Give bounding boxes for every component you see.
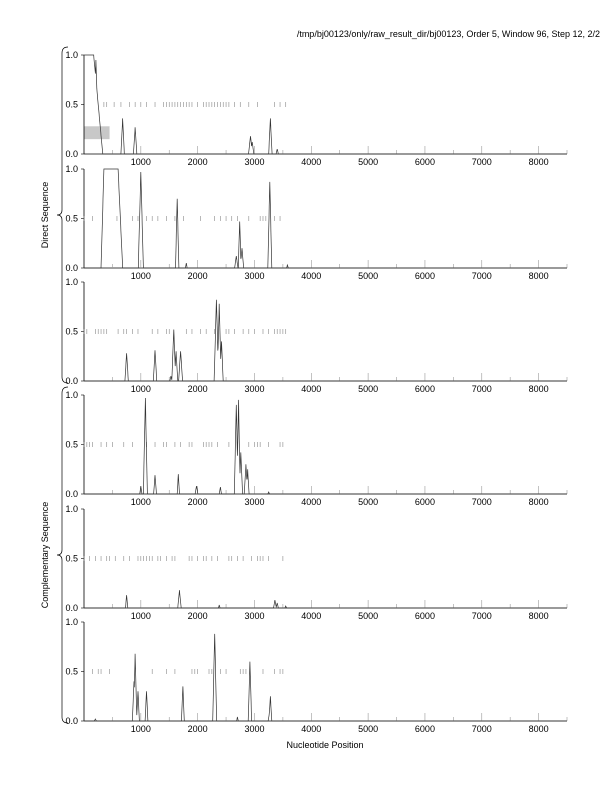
x-tick-label: 6000	[415, 724, 435, 734]
x-tick-label: 6000	[415, 384, 435, 394]
x-tick-label: 2000	[188, 157, 208, 167]
y-tick-label: 1.0	[65, 617, 78, 627]
group-label: Direct Sequence	[40, 182, 50, 249]
y-tick-label: 1.0	[65, 390, 78, 400]
x-tick-label: 1000	[131, 157, 151, 167]
y-tick-label: 0.5	[65, 327, 78, 337]
y-tick-label: 1.0	[65, 164, 78, 174]
x-tick-label: 7000	[472, 271, 492, 281]
x-tick-label: 4000	[301, 611, 321, 621]
x-tick-label: 5000	[358, 611, 378, 621]
y-tick-label: 0.0	[65, 376, 78, 386]
coding-potential-line	[84, 168, 567, 269]
y-tick-label: 0.0	[65, 263, 78, 273]
x-tick-label: 3000	[244, 384, 264, 394]
y-tick-label: 1.0	[65, 50, 78, 60]
y-tick-label: 0.5	[65, 214, 78, 224]
x-tick-label: 2000	[188, 724, 208, 734]
y-tick-label: 1.0	[65, 504, 78, 514]
group-brace	[56, 386, 69, 724]
y-tick-label: 0.5	[65, 667, 78, 677]
x-tick-label: 5000	[358, 497, 378, 507]
y-tick-label: 0.0	[65, 489, 78, 499]
x-tick-label: 5000	[358, 384, 378, 394]
x-tick-label: 6000	[415, 497, 435, 507]
shaded-region	[84, 126, 110, 140]
panel-4: 0.0 0.5 1.0 1000 2000 3000 4000 5000 6000 7000 800…	[65, 390, 568, 507]
y-tick-label: 0.0	[65, 603, 78, 613]
x-tick-label: 4000	[301, 384, 321, 394]
y-tick-label: 0.0	[65, 149, 78, 159]
x-tick-label: 2000	[188, 271, 208, 281]
x-tick-label: 6000	[415, 611, 435, 621]
coding-potential-line	[84, 299, 567, 382]
x-tick-label: 2000	[188, 611, 208, 621]
y-tick-label: 0.5	[65, 100, 78, 110]
x-tick-label: 2000	[188, 384, 208, 394]
x-tick-label: 8000	[529, 724, 549, 734]
x-tick-label: 1000	[131, 497, 151, 507]
y-tick-label: 0.0	[65, 716, 78, 726]
x-tick-label: 4000	[301, 157, 321, 167]
x-tick-label: 4000	[301, 724, 321, 734]
figure-header: /tmp/bj00123/only/raw_result_dir/bj00123…	[296, 29, 600, 39]
group-brace	[56, 46, 69, 384]
group-label: Complementary Sequence	[40, 502, 50, 609]
x-tick-label: 8000	[529, 497, 549, 507]
x-tick-label: 7000	[472, 497, 492, 507]
panel-6: 0.0 0.5 1.0 1000 2000 3000 4000 5000 6000 7000 800…	[65, 617, 568, 734]
x-tick-label: 7000	[472, 724, 492, 734]
x-tick-label: 5000	[358, 271, 378, 281]
coding-potential-line	[84, 633, 567, 722]
x-tick-label: 1000	[131, 271, 151, 281]
x-tick-label: 7000	[472, 157, 492, 167]
panel-5: 0.0 0.5 1.0 1000 2000 3000 4000 5000 6000 7000 800…	[65, 504, 568, 621]
coding-potential-line	[84, 590, 567, 609]
y-tick-label: 0.5	[65, 440, 78, 450]
x-tick-label: 1000	[131, 724, 151, 734]
x-tick-label: 5000	[358, 157, 378, 167]
x-tick-label: 2000	[188, 497, 208, 507]
x-tick-label: 4000	[301, 271, 321, 281]
x-tick-label: 8000	[529, 611, 549, 621]
x-tick-label: 8000	[529, 384, 549, 394]
x-axis-label: Nucleotide Position	[286, 740, 364, 750]
x-tick-label: 3000	[244, 157, 264, 167]
x-tick-label: 6000	[415, 271, 435, 281]
x-tick-label: 8000	[529, 271, 549, 281]
x-tick-label: 6000	[415, 157, 435, 167]
x-tick-label: 7000	[472, 384, 492, 394]
x-tick-label: 3000	[244, 724, 264, 734]
x-tick-label: 5000	[358, 724, 378, 734]
x-tick-label: 3000	[244, 497, 264, 507]
x-tick-label: 8000	[529, 157, 549, 167]
x-tick-label: 1000	[131, 384, 151, 394]
y-tick-label: 1.0	[65, 277, 78, 287]
panel-3: 0.0 0.5 1.0 1000 2000 3000 4000 5000 6000 7000 800…	[65, 277, 568, 394]
panel-2: 0.0 0.5 1.0 1000 2000 3000 4000 5000 6000 7000 800…	[65, 164, 568, 281]
y-tick-label: 0.5	[65, 554, 78, 564]
x-tick-label: 3000	[244, 611, 264, 621]
x-tick-label: 3000	[244, 271, 264, 281]
x-tick-label: 1000	[131, 611, 151, 621]
panel-1: 0.0 0.5 1.0 1000 2000 3000 4000 5000 6000 7000 800…	[65, 50, 568, 167]
coding-potential-line	[84, 397, 567, 495]
x-tick-label: 4000	[301, 497, 321, 507]
x-tick-label: 7000	[472, 611, 492, 621]
coding-potential-line	[84, 54, 567, 155]
